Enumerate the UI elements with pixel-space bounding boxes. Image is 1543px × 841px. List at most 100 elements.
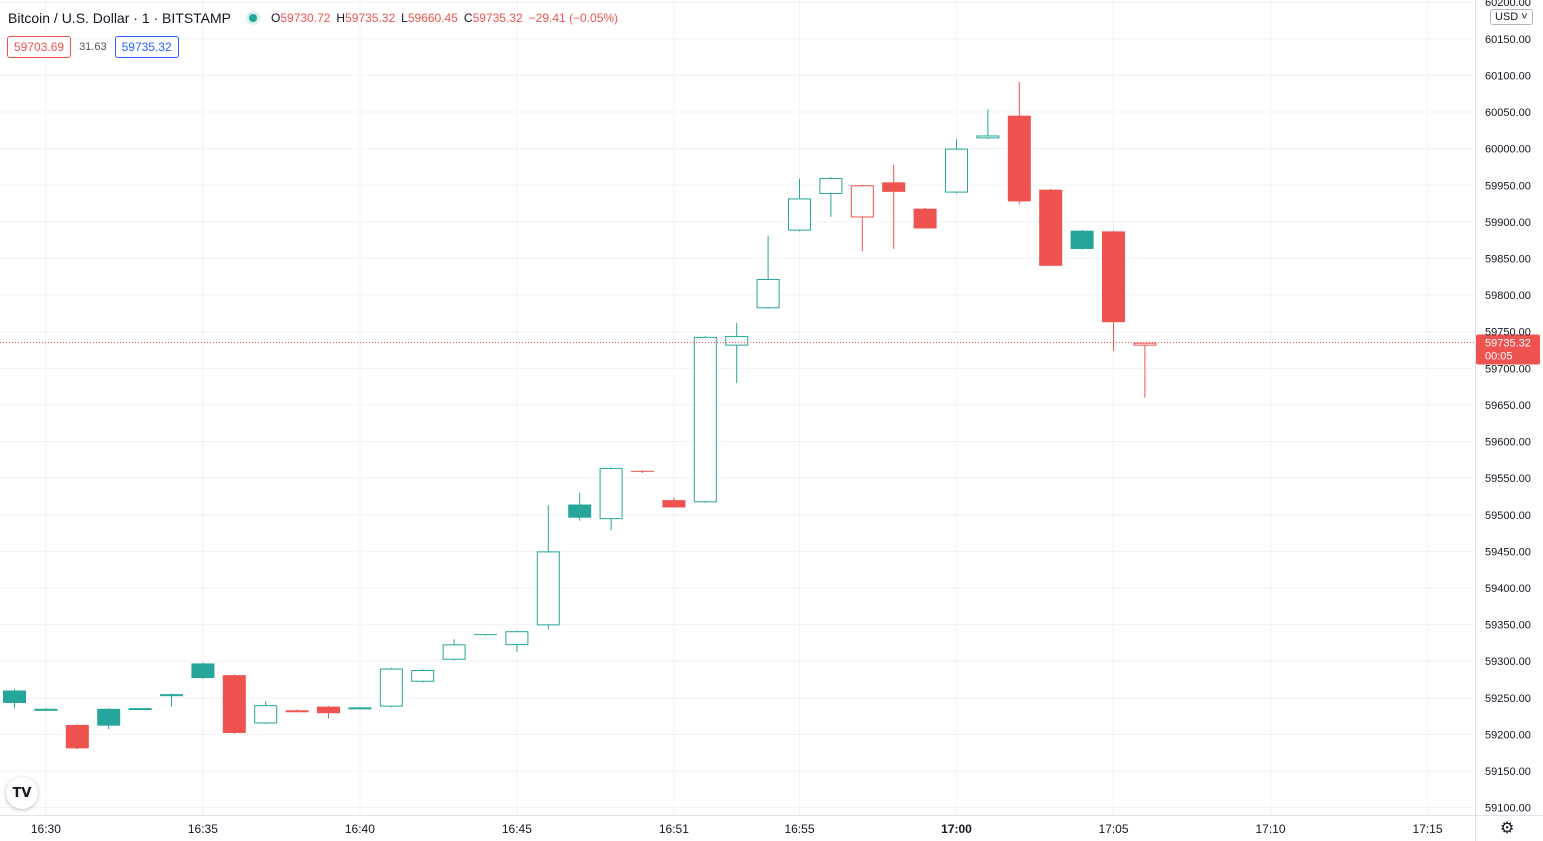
chart-grid [0, 0, 1475, 815]
currency-select[interactable]: USD ˅ [1490, 9, 1533, 25]
candle [756, 235, 780, 310]
candle [976, 109, 1000, 140]
market-status-icon [249, 14, 258, 22]
price-tick-label: 59250.00 [1485, 693, 1531, 705]
candle [1070, 229, 1094, 250]
candle [913, 207, 937, 229]
candle-body [128, 708, 152, 711]
price-tick-label: 59750.00 [1485, 327, 1531, 339]
candle-body [913, 208, 937, 229]
price-tick-label: 60200.00 [1485, 0, 1531, 9]
candle [945, 139, 968, 194]
candle [474, 634, 497, 636]
candle [285, 709, 309, 713]
candle [222, 674, 246, 734]
price-tick-label: 59450.00 [1485, 546, 1531, 558]
candle [97, 708, 121, 730]
time-tick-label: 16:51 [659, 822, 689, 836]
time-tick-label: 16:30 [31, 822, 61, 836]
candle-body [348, 707, 372, 710]
candle-body [850, 185, 874, 218]
candle-body [693, 336, 717, 503]
price-tick-label: 60000.00 [1485, 144, 1531, 156]
candle [568, 492, 592, 521]
trade-buttons: 59703.69 31.63 59735.32 [7, 36, 179, 58]
tradingview-logo-icon[interactable]: TV [6, 777, 38, 809]
price-tick-label: 59350.00 [1485, 620, 1531, 632]
candle-body [285, 710, 309, 713]
close-label: C [463, 11, 473, 25]
price-tick-label: 59550.00 [1485, 473, 1531, 485]
gear-icon[interactable]: ⚙ [1500, 818, 1515, 837]
candle [725, 322, 749, 383]
candle-body [317, 706, 340, 714]
open-value: 59730.72 [280, 11, 331, 25]
countdown-label: 00:05 [1485, 350, 1513, 362]
candle [348, 706, 372, 710]
candle [379, 667, 403, 708]
low-label: L [401, 11, 408, 25]
low-value: 59660.45 [407, 11, 458, 25]
candle-body [1007, 115, 1031, 202]
candle-body [631, 470, 654, 472]
candle-body [160, 694, 183, 697]
candle [662, 497, 686, 508]
price-tick-label: 59100.00 [1485, 803, 1531, 815]
symbol-title[interactable]: Bitcoin / U.S. Dollar · 1 · BITSTAMP [8, 10, 232, 26]
open-label: O [271, 11, 281, 25]
candle-body [65, 724, 89, 749]
buy-button[interactable]: 59735.32 [114, 36, 179, 58]
candle-body [411, 670, 435, 682]
time-tick-label: 16:55 [784, 822, 814, 836]
candle [3, 689, 26, 709]
last-price-badge [1476, 334, 1540, 365]
candle [1102, 230, 1125, 351]
candle [599, 467, 623, 531]
candle-body [97, 708, 121, 726]
price-tick-label: 60050.00 [1485, 107, 1531, 119]
ohlc-values: O59730.72 H59735.32 L59660.45 C59735.32 … [271, 11, 618, 25]
candle-body [976, 135, 1000, 139]
price-tick-label: 59400.00 [1485, 583, 1531, 595]
price-tick-label: 59700.00 [1485, 363, 1531, 375]
price-tick-label: 59300.00 [1485, 656, 1531, 668]
candle [34, 708, 58, 711]
candle-body [34, 708, 58, 711]
candle-body [536, 551, 560, 626]
time-tick-label: 17:10 [1255, 822, 1285, 836]
time-tick-label: 16:45 [502, 822, 532, 836]
price-tick-label: 59950.00 [1485, 180, 1531, 192]
candle [1039, 188, 1063, 266]
candle-body [1070, 230, 1094, 249]
candle-body [568, 504, 592, 518]
candle-body [3, 690, 26, 703]
candle [1007, 82, 1031, 205]
candle-body [756, 278, 780, 309]
price-tick-label: 59800.00 [1485, 290, 1531, 302]
change-value: −29.41 (−0.05%) [528, 11, 619, 25]
close-value: 59735.32 [472, 11, 523, 25]
last-price-label: 59735.32 [1485, 337, 1531, 349]
candle-body [1102, 231, 1125, 323]
price-tick-label: 59200.00 [1485, 729, 1531, 741]
candle [317, 705, 340, 719]
price-tick-label: 59900.00 [1485, 217, 1531, 229]
candle [1133, 342, 1157, 398]
candle-body [442, 644, 466, 660]
candle-body [819, 177, 843, 195]
candle-body [945, 148, 968, 193]
sell-button[interactable]: 59703.69 [7, 36, 72, 58]
candle [442, 639, 466, 661]
candle [882, 164, 906, 249]
spread-value: 31.63 [79, 41, 107, 53]
candle-body [1133, 342, 1157, 346]
time-tick-label: 16:40 [345, 822, 375, 836]
time-tick-label: 17:15 [1412, 822, 1442, 836]
candle [128, 708, 152, 711]
price-tick-label: 59850.00 [1485, 253, 1531, 265]
candle-body [191, 663, 215, 679]
candle [160, 693, 183, 707]
candle-body [254, 705, 278, 724]
